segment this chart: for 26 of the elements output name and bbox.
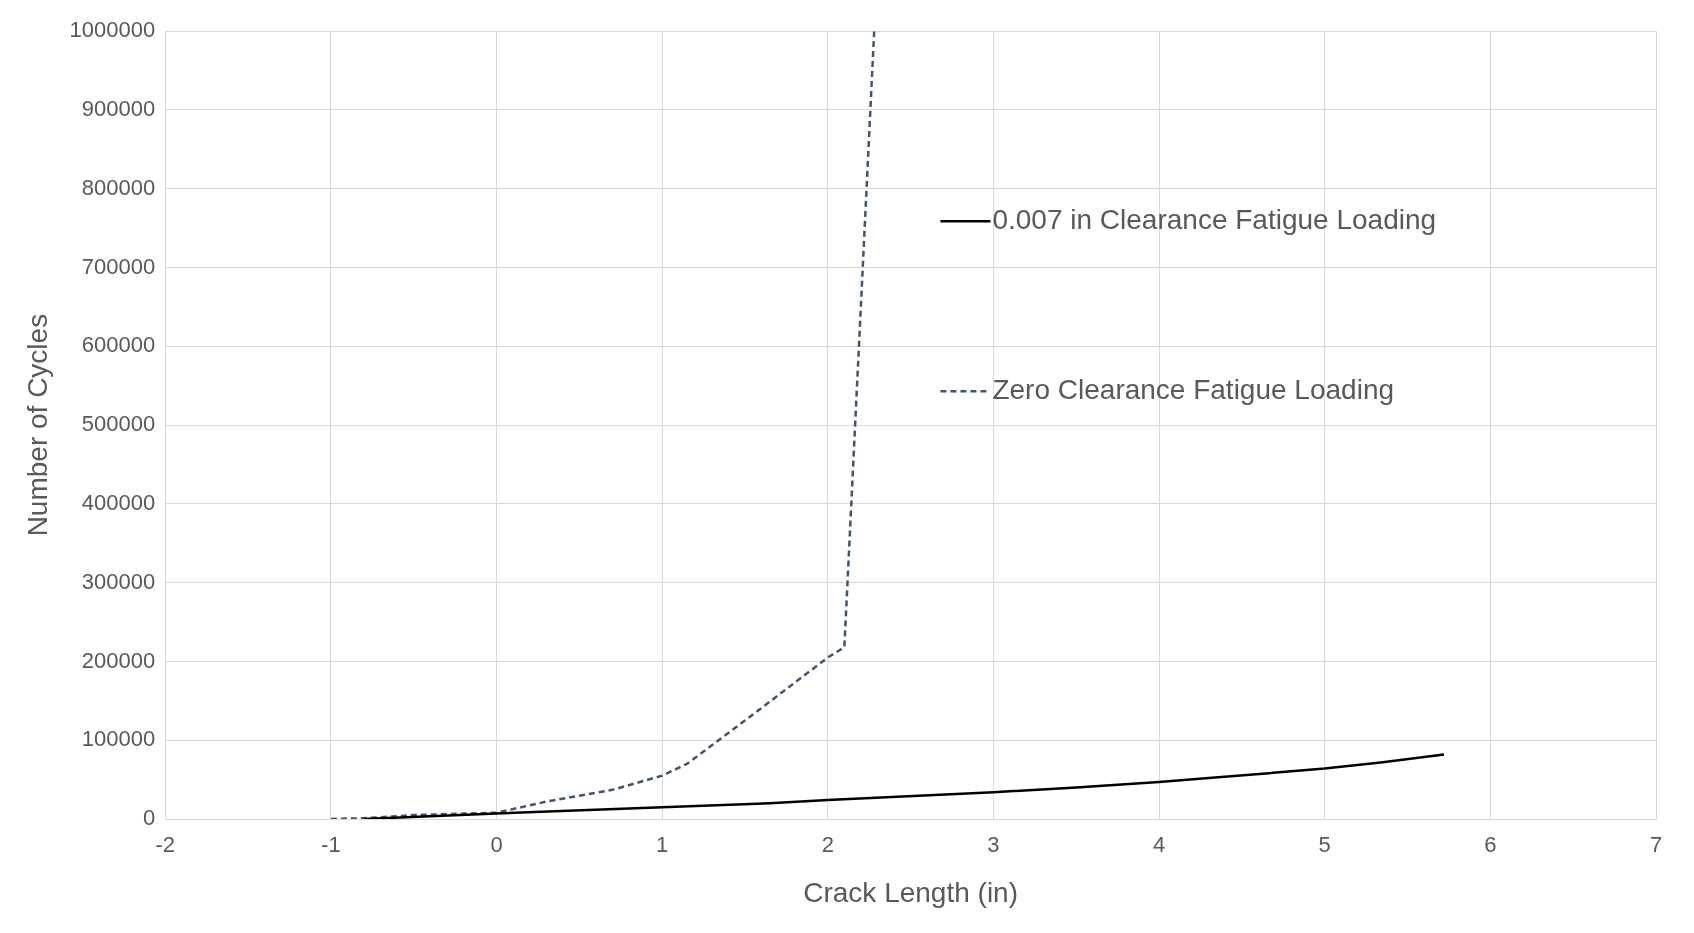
x-tick-label: -2 — [155, 832, 176, 858]
x-tick-label: 2 — [821, 832, 834, 858]
x-tick-label: 0 — [490, 832, 503, 858]
y-tick-label: 400000 — [81, 489, 156, 515]
x-tick-label: -1 — [321, 832, 341, 858]
x-tick-label: 5 — [1318, 832, 1331, 858]
x-tick-label: 4 — [1152, 832, 1166, 858]
y-tick-label: 1000000 — [69, 17, 156, 43]
x-tick-label: 3 — [987, 832, 1000, 858]
x-axis-title: Crack Length (in) — [803, 876, 1019, 908]
x-tick-label: 1 — [656, 832, 669, 858]
y-tick-label: 300000 — [81, 568, 156, 594]
y-tick-label: 900000 — [81, 96, 156, 122]
x-tick-label: 6 — [1484, 832, 1497, 858]
y-tick-label: 0 — [143, 805, 156, 831]
y-tick-label: 500000 — [81, 411, 156, 437]
line-series — [329, 31, 876, 819]
legend-label: 0.007 in Clearance Fatigue Loading — [992, 203, 1437, 235]
y-axis-title: Number of Cycles — [21, 313, 53, 537]
y-tick-label: 100000 — [81, 726, 156, 752]
y-tick-label: 700000 — [81, 253, 156, 279]
y-tick-label: 600000 — [81, 332, 156, 358]
y-tick-label: 200000 — [81, 647, 156, 673]
y-tick-label: 800000 — [81, 174, 156, 200]
x-tick-label: 7 — [1649, 832, 1663, 858]
legend-label: Zero Clearance Fatigue Loading — [992, 373, 1395, 405]
